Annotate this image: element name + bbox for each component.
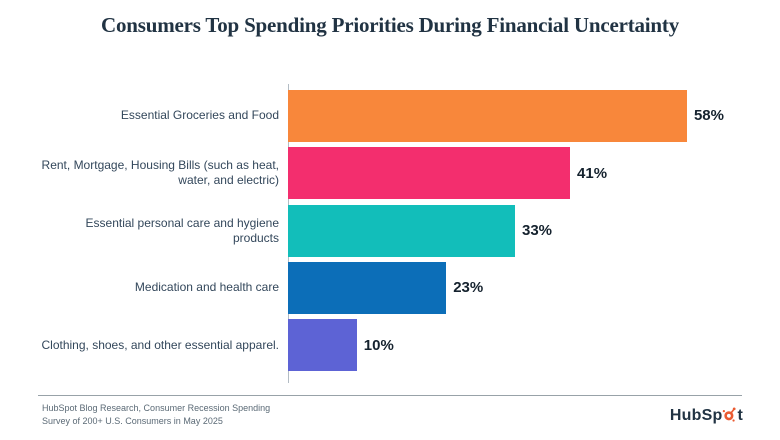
- bar: [288, 319, 357, 372]
- bar-track: 33%: [288, 204, 742, 257]
- logo-text-after: t: [737, 407, 743, 424]
- bar: [288, 147, 571, 200]
- bar-track: 10%: [288, 319, 742, 372]
- bar-row: Clothing, shoes, and other essential app…: [40, 317, 742, 374]
- value-label: 33%: [522, 222, 553, 240]
- category-label: Clothing, shoes, and other essential app…: [41, 337, 280, 352]
- bar: [288, 204, 515, 257]
- value-label: 41%: [577, 164, 608, 182]
- hubspot-logo: HubSp t: [670, 407, 743, 425]
- source-line-1: HubSpot Blog Research, Consumer Recessio…: [42, 403, 271, 413]
- bar-track: 23%: [288, 261, 742, 314]
- bar-row: Essential personal care and hygiene prod…: [40, 202, 742, 259]
- category-label: Medication and health care: [134, 280, 279, 295]
- value-label: 58%: [693, 107, 724, 125]
- footer-divider: [38, 395, 742, 396]
- bar: [288, 261, 447, 314]
- bar-track: 41%: [288, 147, 742, 200]
- bar-rows: Essential Groceries and Food 58% Rent, Mor…: [40, 87, 742, 374]
- category-label: Rent, Mortgage, Housing Bills (such as h…: [41, 158, 279, 188]
- bar: [288, 89, 687, 142]
- value-label: 23%: [453, 279, 484, 297]
- category-label: Essential personal care and hygiene prod…: [85, 215, 279, 245]
- hubspot-sprocket-icon: [723, 407, 737, 422]
- chart-title: Consumers Top Spending Priorities During…: [101, 13, 679, 37]
- source-note: HubSpot Blog Research, Consumer Recessio…: [42, 402, 270, 428]
- bar-row: Rent, Mortgage, Housing Bills (such as h…: [40, 144, 742, 201]
- source-line-2: Survey of 200+ U.S. Consumers in May 202…: [42, 416, 223, 426]
- category-label: Essential Groceries and Food: [120, 108, 279, 123]
- bar-row: Medication and health care 23%: [40, 259, 742, 316]
- bar-track: 58%: [288, 89, 742, 142]
- value-label: 10%: [363, 336, 394, 354]
- logo-text-before: HubSp: [669, 407, 723, 424]
- bar-row: Essential Groceries and Food 58%: [40, 87, 742, 144]
- bar-chart: Essential Groceries and Food 58% Rent, Mor…: [40, 84, 742, 383]
